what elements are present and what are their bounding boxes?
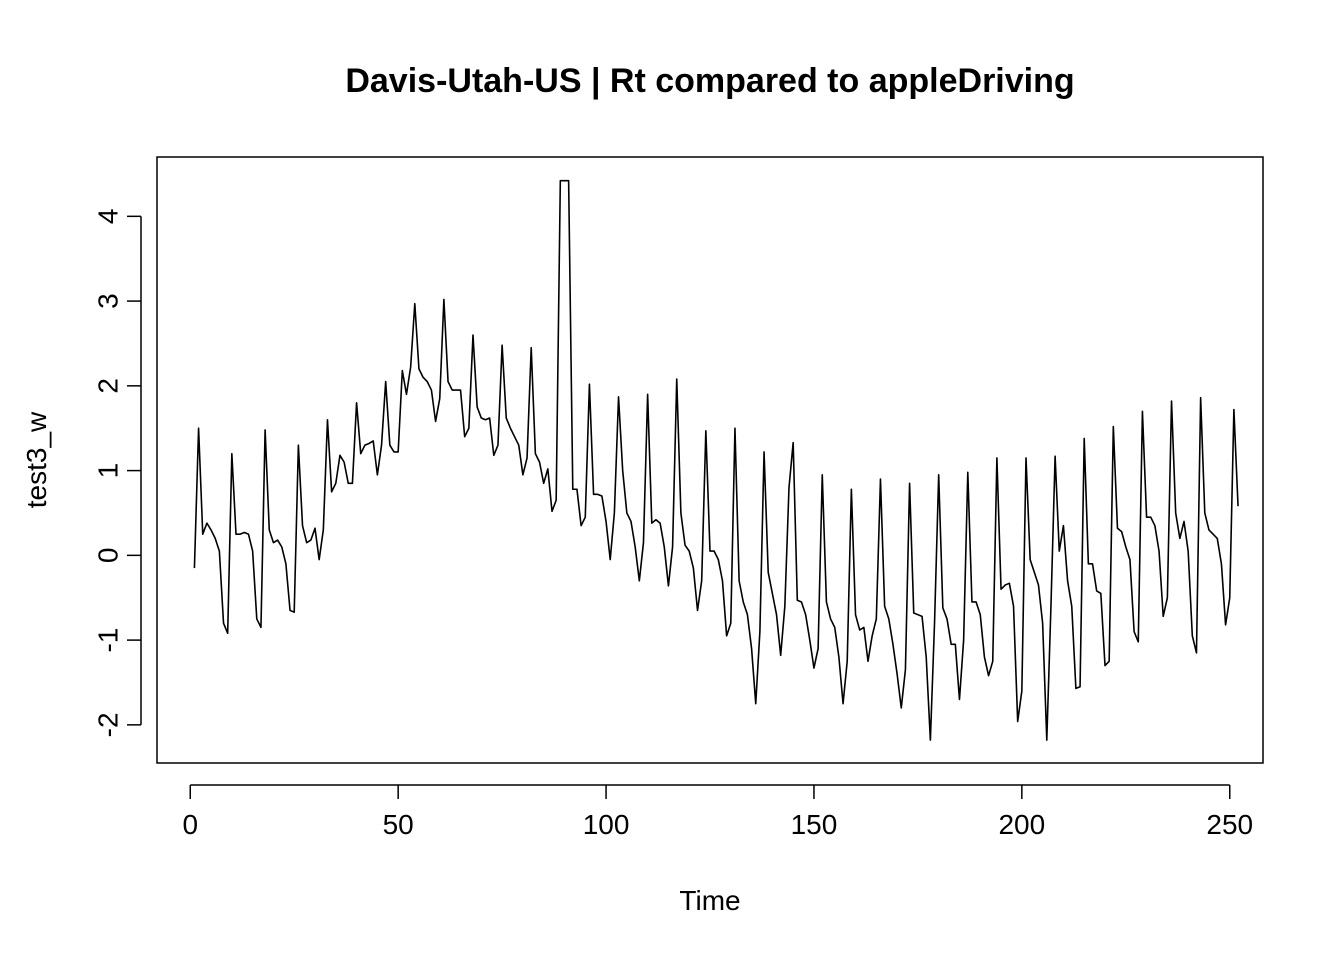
x-tick-label: 50 bbox=[383, 809, 414, 840]
y-axis: -2 -1 0 1 2 3 4 bbox=[92, 209, 142, 737]
y-tick-label: 4 bbox=[92, 209, 123, 225]
x-tick-label: 150 bbox=[791, 809, 838, 840]
x-axis-label: Time bbox=[679, 885, 740, 916]
y-tick-label: 3 bbox=[92, 293, 123, 309]
x-axis: 0 50 100 150 200 250 bbox=[182, 784, 1253, 840]
y-tick-label: 1 bbox=[92, 463, 123, 479]
y-tick-label: -1 bbox=[92, 628, 123, 653]
x-tick-label: 0 bbox=[182, 809, 198, 840]
y-tick-label: 2 bbox=[92, 378, 123, 394]
series-line bbox=[193, 179, 1239, 741]
y-axis-label: test3_w bbox=[21, 411, 52, 508]
y-tick-label: 0 bbox=[92, 548, 123, 564]
y-tick-label: -2 bbox=[92, 712, 123, 737]
chart-title: Davis-Utah-US | Rt compared to appleDriv… bbox=[345, 62, 1074, 100]
x-tick-label: 100 bbox=[583, 809, 630, 840]
x-tick-label: 250 bbox=[1206, 809, 1253, 840]
plot-frame bbox=[156, 156, 1264, 764]
series-group bbox=[193, 179, 1239, 741]
x-tick-label: 200 bbox=[998, 809, 1045, 840]
